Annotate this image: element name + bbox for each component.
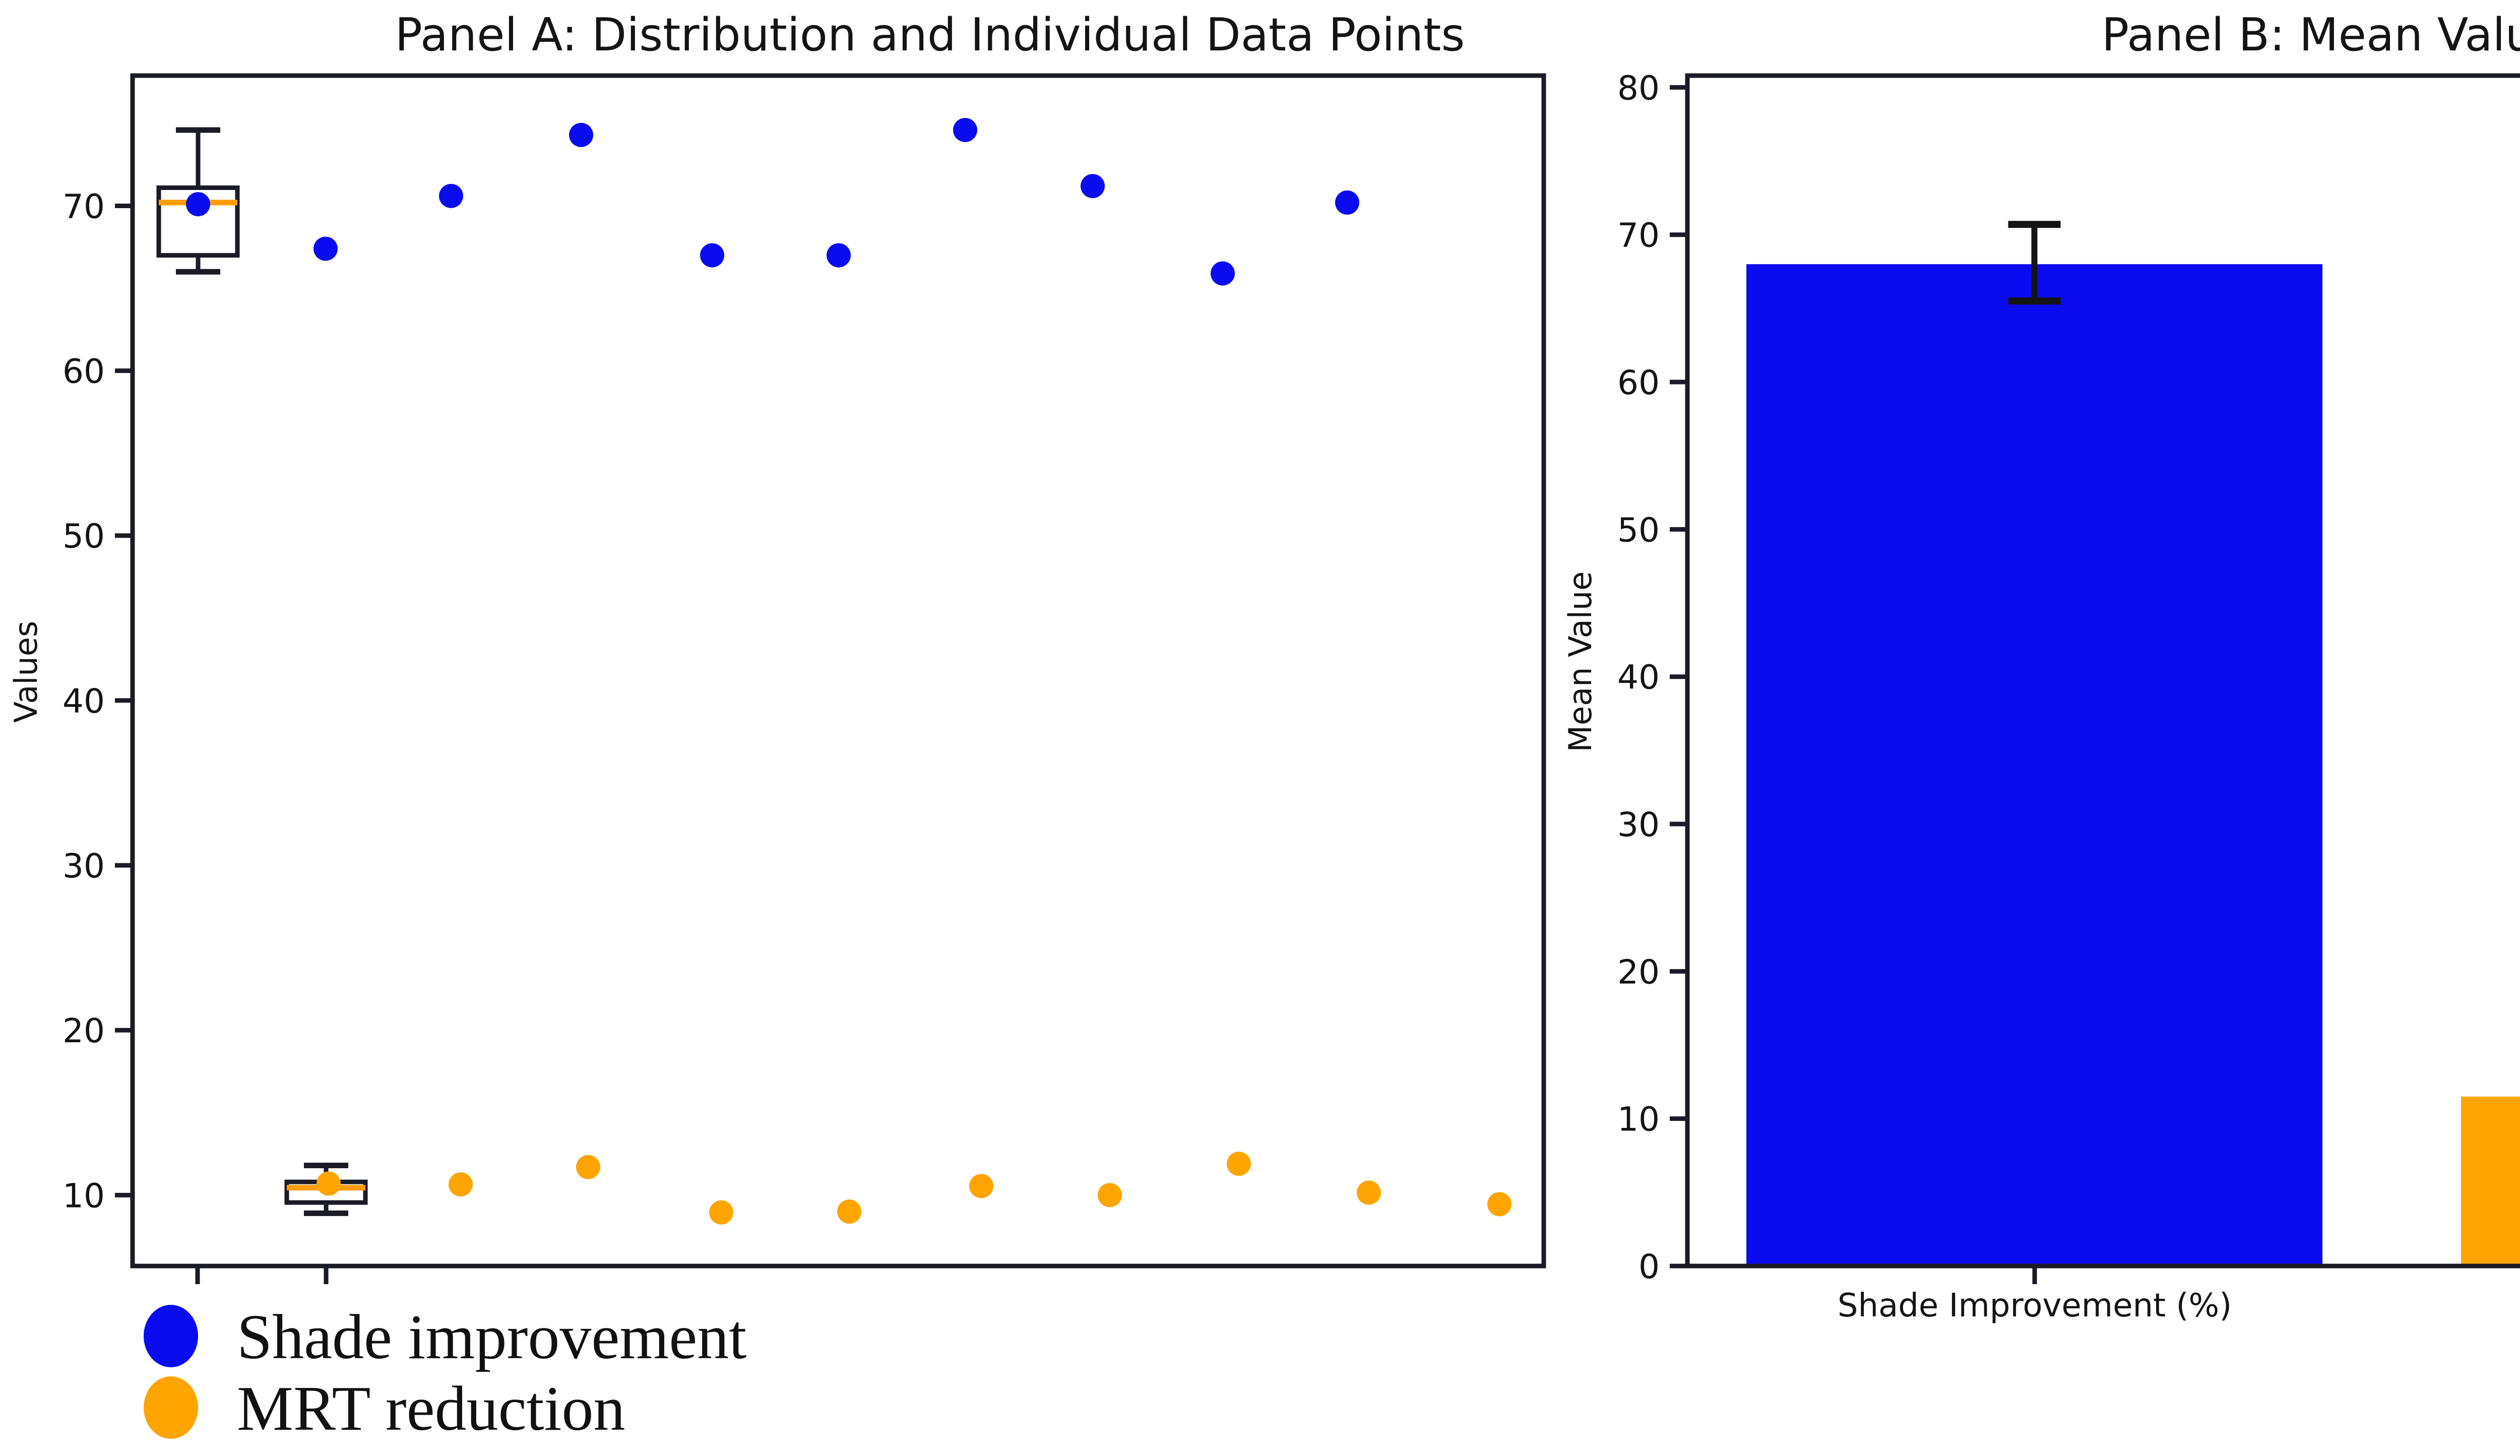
data-point-blue: [439, 183, 463, 208]
panel-b-y-tick-label: 50: [1617, 511, 1660, 549]
panel-b-y-tick-label: 30: [1617, 805, 1660, 844]
panel-b-x-tick-label: Shade Improvement (%): [1838, 1287, 2232, 1324]
data-point-blue: [1081, 174, 1105, 199]
data-point-blue: [827, 243, 851, 268]
data-point-orange: [1487, 1192, 1511, 1217]
panel-a-ylabel: Values: [8, 621, 44, 723]
panel-b-title: Panel B: Mean Values with 95% CI: [2102, 9, 2520, 61]
panel-a-y-tick-label: 60: [62, 352, 105, 391]
legend-label: Shade improvement: [237, 1302, 746, 1372]
data-point-blue: [1335, 190, 1359, 215]
panel-a-y-tick-label: 20: [62, 1011, 105, 1050]
data-point-blue: [313, 236, 338, 261]
data-point-orange: [1357, 1180, 1381, 1205]
panel-b-y-tick-label: 40: [1617, 658, 1660, 697]
panel-a-y-tick-label: 30: [62, 847, 105, 885]
panel-a-y-tick-label: 10: [62, 1176, 105, 1215]
panel-a-y-tick-label: 50: [62, 517, 105, 556]
bar-mrt-reduction: [2461, 1096, 2520, 1266]
data-point-blue: [700, 243, 724, 268]
error-bar: [2008, 221, 2061, 305]
panel-b-y-tick-label: 10: [1617, 1100, 1660, 1139]
panel-b-y-tick-label: 20: [1617, 953, 1660, 991]
panel-b-y-tick-label: 70: [1617, 216, 1660, 255]
data-point-orange: [837, 1199, 861, 1224]
data-point-blue: [1211, 261, 1235, 286]
data-point-blue: [953, 117, 977, 142]
legend-marker-mrt-reduction: [144, 1376, 198, 1439]
legend-label: MRT reduction: [237, 1374, 625, 1444]
panel-a-axes-box: [130, 73, 1546, 1269]
box-iqr: [156, 185, 240, 258]
panel-b: [1670, 73, 2520, 1284]
data-point-blue: [569, 122, 593, 147]
data-point-orange: [709, 1200, 733, 1225]
legend-marker-shade-improvement: [144, 1305, 198, 1367]
bar-shade-improvement: [1746, 264, 2322, 1266]
panel-a: [115, 73, 1546, 1284]
data-point-orange: [1098, 1183, 1122, 1208]
data-point-orange: [576, 1155, 600, 1179]
data-point-orange: [969, 1174, 993, 1198]
panel-b-ylabel: Mean Value: [1562, 572, 1599, 752]
legend: [144, 1305, 198, 1439]
panel-a-title: Panel A: Distribution and Individual Dat…: [395, 9, 1465, 61]
panel-a-y-tick-label: 40: [62, 682, 105, 721]
panel-b-y-tick-label: 60: [1617, 363, 1660, 402]
strip-points-shade-improvement: [186, 117, 1359, 286]
panel-b-y-tick-label: 0: [1639, 1247, 1660, 1286]
panel-a-y-tick-label: 70: [62, 187, 105, 226]
data-point-orange: [449, 1172, 473, 1197]
panel-b-axes-box: [1685, 73, 2520, 1269]
data-point-orange: [1227, 1152, 1251, 1176]
boxplot-shade-improvement: [156, 127, 240, 275]
data-point-blue: [186, 192, 210, 217]
strip-points-mrt-reduction: [317, 1152, 1511, 1225]
panel-b-y-tick-label: 80: [1617, 69, 1660, 107]
data-point-orange: [317, 1171, 341, 1196]
